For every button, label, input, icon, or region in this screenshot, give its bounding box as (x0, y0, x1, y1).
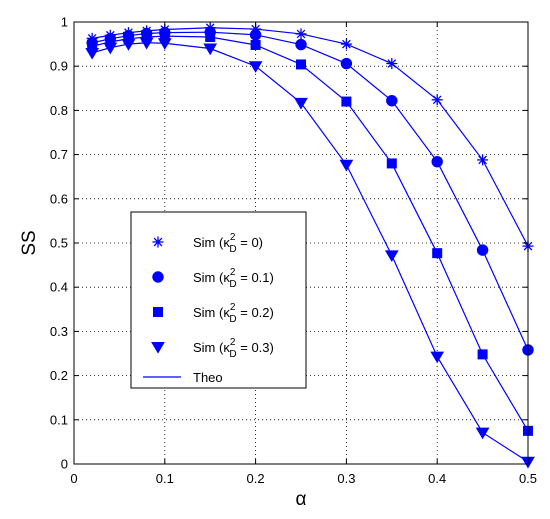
star-stroke (387, 59, 397, 68)
data-point (294, 97, 308, 110)
x-tick-label: 0.2 (247, 471, 265, 486)
x-tick-label: 0 (70, 471, 77, 486)
legend: Sim (κ2 D = 0) Sim (κ2 D = 0.1) Sim (κ2 D = 0… (130, 211, 307, 389)
star-stroke (296, 29, 306, 39)
star-stroke (478, 155, 487, 165)
data-point (248, 61, 263, 73)
data-point (431, 94, 443, 106)
data-point (339, 159, 354, 172)
data-point (205, 32, 216, 43)
legend-label: Sim (κ2 D = 0.2) (193, 302, 274, 325)
data-point (430, 351, 445, 364)
data-point (386, 94, 398, 107)
y-tick-label: 0.8 (50, 103, 68, 118)
x-tick-label: 0.4 (428, 471, 446, 486)
data-point (203, 43, 218, 56)
legend-marker (153, 307, 163, 317)
data-point (85, 47, 100, 60)
legend-marker (151, 342, 165, 354)
data-point (250, 39, 261, 50)
series-layer (85, 22, 535, 469)
series-3 (87, 31, 533, 436)
data-point (157, 38, 172, 50)
data-point (103, 42, 118, 55)
data-point (432, 248, 443, 259)
star-stroke (432, 95, 442, 105)
data-point (341, 96, 352, 107)
legend-theo-label: Theo (193, 370, 223, 385)
data-point (477, 349, 488, 360)
x-tick-label: 0.5 (519, 471, 537, 486)
y-tick-label: 0.1 (50, 412, 68, 427)
data-point (295, 38, 307, 51)
y-tick-label: 0 (61, 457, 68, 472)
x-tick-label: 0.1 (156, 471, 174, 486)
data-point (386, 158, 397, 169)
data-point (139, 37, 154, 50)
data-point (121, 39, 136, 51)
y-tick-label: 0.3 (50, 324, 68, 339)
data-point (295, 28, 307, 40)
data-point (431, 155, 443, 168)
legend-label: Sim (κ2 D = 0.1) (193, 267, 274, 290)
y-axis-label: SS (19, 230, 40, 255)
ticks: 0 0.1 0.2 0.3 0.4 0.5 0 0.1 0.2 0.3 0.4 0.5 0.6 0.7 0.… (50, 15, 537, 487)
legend-marker (152, 271, 164, 283)
data-point (386, 58, 398, 70)
y-tick-label: 0.4 (50, 280, 68, 295)
data-point (340, 57, 353, 70)
y-tick-label: 0.6 (50, 191, 68, 206)
legend-label: Sim (κ2 D = 0.3) (193, 337, 274, 360)
legend-marker (152, 236, 164, 248)
legend-box (130, 211, 307, 389)
data-point (384, 250, 399, 263)
legend-label: Sim (κ2 D = 0) (193, 232, 263, 255)
data-point (340, 38, 352, 50)
star-stroke (342, 39, 351, 49)
x-tick-label: 0.3 (337, 471, 355, 486)
y-tick-label: 0.9 (50, 59, 68, 74)
series-4 (85, 37, 535, 469)
data-point (475, 427, 490, 440)
data-point (476, 244, 489, 256)
y-tick-label: 0.2 (50, 368, 68, 383)
star-stroke (153, 237, 163, 247)
y-tick-label: 0.7 (50, 147, 68, 162)
x-axis-label: α (296, 489, 307, 510)
y-tick-label: 1 (61, 15, 68, 30)
data-point (249, 29, 262, 41)
data-point (477, 154, 489, 166)
y-tick-label: 0.5 (50, 236, 68, 251)
data-point (296, 59, 306, 70)
